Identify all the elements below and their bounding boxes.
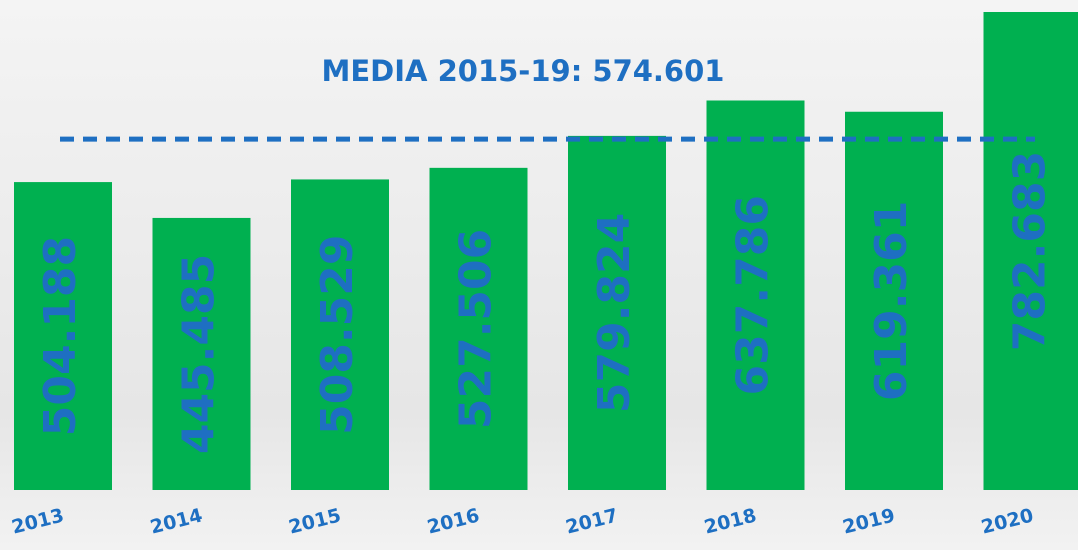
value-label: 527.506 (451, 229, 502, 429)
bar (14, 182, 112, 491)
value-label: 504.188 (35, 236, 86, 436)
bar (291, 179, 389, 490)
value-label: 508.529 (312, 235, 363, 435)
value-label: 619.361 (866, 201, 917, 401)
bar (568, 135, 666, 490)
bar (845, 111, 943, 490)
value-label: 445.485 (174, 254, 225, 454)
bar (429, 167, 528, 490)
bar (152, 217, 251, 491)
bar (706, 100, 805, 491)
value-label: 637.786 (728, 195, 779, 395)
bar (983, 12, 1078, 490)
mean-label: MEDIA 2015-19: 574.601 (322, 54, 725, 88)
value-label: 782.683 (1005, 151, 1056, 351)
value-label: 579.824 (589, 213, 640, 413)
